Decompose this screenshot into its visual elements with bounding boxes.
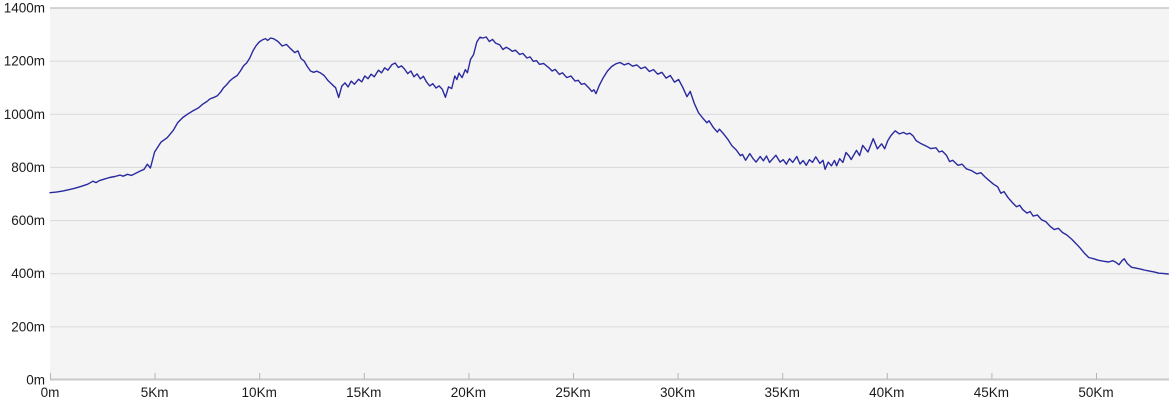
x-tick-label: 0m (41, 385, 60, 400)
x-tick-label: 45Km (974, 385, 1009, 400)
y-tick-label: 1200m (4, 54, 45, 69)
plot-panel (50, 8, 1169, 380)
x-tick-label: 15Km (346, 385, 381, 400)
x-tick-label: 5Km (141, 385, 169, 400)
x-tick-label: 50Km (1078, 385, 1113, 400)
plot-background-layer (50, 8, 1169, 380)
y-tick-label: 600m (11, 213, 45, 228)
series-layer (49, 36, 1169, 275)
y-tick-label: 0m (26, 373, 45, 388)
gridlines-layer (50, 7, 1169, 328)
y-tick-label: 200m (11, 319, 45, 334)
x-tick-label: 40Km (869, 385, 904, 400)
y-tick-label: 1400m (4, 1, 45, 16)
axis-layer (50, 373, 1169, 381)
x-tick-label: 25Km (555, 385, 590, 400)
y-tick-label: 1000m (4, 107, 45, 122)
labels-layer: 0m 200m 400m 600m 800m 1000m 1200m 1400m 0m 5Km 10… (4, 1, 1114, 401)
x-tick-label: 30Km (660, 385, 695, 400)
y-tick-label: 800m (11, 160, 45, 175)
x-tick-label: 20Km (451, 385, 486, 400)
x-tick-label: 35Km (765, 385, 800, 400)
x-tick-label: 10Km (242, 385, 277, 400)
elevation-line (49, 36, 1169, 275)
y-tick-label: 400m (11, 266, 45, 281)
